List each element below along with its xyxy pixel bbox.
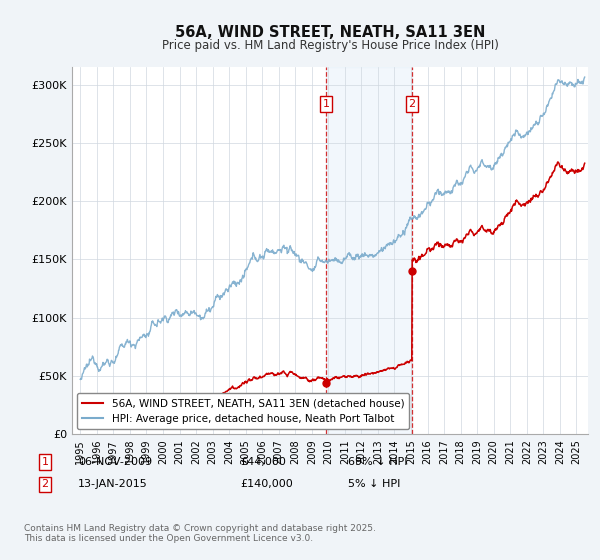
Text: 56A, WIND STREET, NEATH, SA11 3EN: 56A, WIND STREET, NEATH, SA11 3EN: [175, 25, 485, 40]
Text: 2: 2: [409, 99, 415, 109]
Text: 13-JAN-2015: 13-JAN-2015: [78, 479, 148, 489]
Text: 5% ↓ HPI: 5% ↓ HPI: [348, 479, 400, 489]
Text: 69% ↓ HPI: 69% ↓ HPI: [348, 457, 407, 467]
Text: Price paid vs. HM Land Registry's House Price Index (HPI): Price paid vs. HM Land Registry's House …: [161, 39, 499, 52]
Text: 1: 1: [41, 457, 49, 467]
Text: £44,000: £44,000: [240, 457, 286, 467]
Legend: 56A, WIND STREET, NEATH, SA11 3EN (detached house), HPI: Average price, detached: 56A, WIND STREET, NEATH, SA11 3EN (detac…: [77, 393, 409, 429]
Text: Contains HM Land Registry data © Crown copyright and database right 2025.
This d: Contains HM Land Registry data © Crown c…: [24, 524, 376, 543]
Text: £140,000: £140,000: [240, 479, 293, 489]
Text: 06-NOV-2009: 06-NOV-2009: [78, 457, 152, 467]
Text: 1: 1: [322, 99, 329, 109]
Text: 2: 2: [41, 479, 49, 489]
Bar: [326, 67, 412, 434]
